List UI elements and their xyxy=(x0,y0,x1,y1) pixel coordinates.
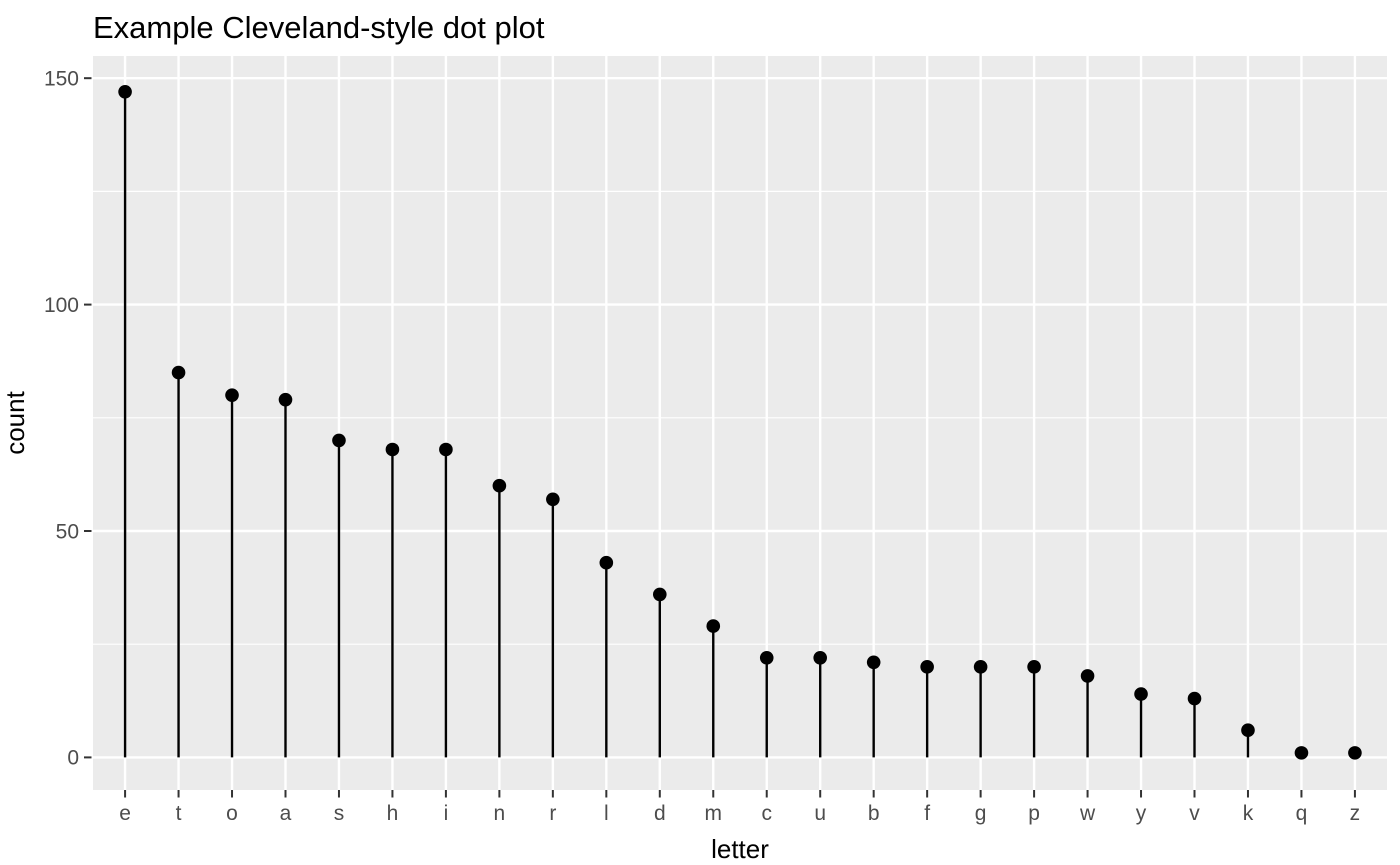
x-tick-label: i xyxy=(444,802,449,825)
x-tick-label: f xyxy=(924,802,930,825)
lollipop-point xyxy=(599,555,614,570)
x-tick-label: v xyxy=(1189,802,1200,825)
lollipop-point xyxy=(1294,746,1309,760)
x-tick-label: z xyxy=(1350,802,1361,825)
chart-title: Example Cleveland-style dot plot xyxy=(93,10,545,45)
lollipop-point xyxy=(1027,660,1041,674)
lollipop-point xyxy=(920,660,934,674)
lollipop-point xyxy=(1187,691,1202,706)
lollipop-point xyxy=(706,619,721,633)
x-tick-label: n xyxy=(494,802,506,825)
x-tick-label: r xyxy=(549,802,556,825)
y-tick-label: 50 xyxy=(56,520,79,543)
x-tick-label: q xyxy=(1296,802,1308,825)
x-tick-label: t xyxy=(176,802,182,825)
lollipop-point xyxy=(866,655,881,670)
x-tick-label: d xyxy=(654,802,666,825)
plot-generated-layer: 0 50 100 150 e t o a s h i n r l d m c u b f g p w y v k q z xyxy=(44,56,1387,825)
lollipop-point xyxy=(225,388,239,402)
lollipop-point xyxy=(759,650,774,665)
y-tick-label: 150 xyxy=(44,68,79,91)
x-tick-label: h xyxy=(387,802,399,825)
lollipop-point xyxy=(973,660,988,674)
lollipop-point xyxy=(1241,723,1255,738)
lollipop-point xyxy=(332,433,346,448)
x-axis-title: letter xyxy=(711,834,769,864)
x-tick-label: b xyxy=(868,802,880,825)
x-tick-label: k xyxy=(1243,802,1254,825)
x-tick-label: u xyxy=(814,802,826,825)
lollipop-point xyxy=(171,365,186,380)
lollipop-point xyxy=(385,442,400,457)
lollipop-point xyxy=(492,478,507,493)
panel-background xyxy=(93,56,1387,790)
lollipop-point xyxy=(1080,669,1095,683)
x-tick-label: g xyxy=(975,802,987,825)
lollipop-point xyxy=(1134,687,1148,701)
x-tick-label: y xyxy=(1136,802,1147,825)
lollipop-point xyxy=(1348,746,1362,760)
y-tick-label: 100 xyxy=(44,294,79,317)
lollipop-point xyxy=(813,650,828,665)
x-tick-label: l xyxy=(604,802,609,825)
y-axis-title: count xyxy=(0,390,30,454)
x-tick-label: s xyxy=(334,802,345,825)
x-tick-label: c xyxy=(761,802,772,825)
x-tick-label: a xyxy=(280,802,292,825)
x-tick-label: m xyxy=(705,802,723,825)
lollipop-point xyxy=(652,587,667,602)
x-tick-label: e xyxy=(119,802,131,825)
x-tick-label: w xyxy=(1079,802,1096,825)
lollipop-point xyxy=(439,442,453,457)
x-tick-label: p xyxy=(1028,802,1040,825)
lollipop-point xyxy=(278,392,293,407)
y-tick-label: 0 xyxy=(67,747,79,770)
lollipop-point xyxy=(546,492,560,507)
lollipop-point xyxy=(118,84,132,99)
x-tick-label: o xyxy=(226,802,238,825)
